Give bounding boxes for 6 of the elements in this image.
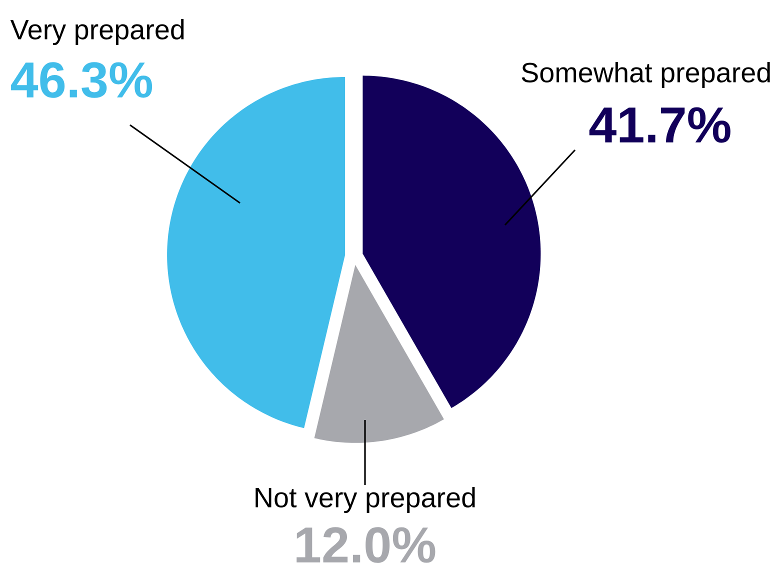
data-label: 12.0% — [296, 527, 436, 563]
slice-label: Somewhat prepared — [522, 62, 770, 88]
data-label: 46.3% — [11, 62, 152, 98]
data-label: 41.7% — [589, 107, 730, 143]
slice-label: Not very prepared — [256, 487, 475, 514]
slice-label: Very prepared — [10, 19, 184, 45]
